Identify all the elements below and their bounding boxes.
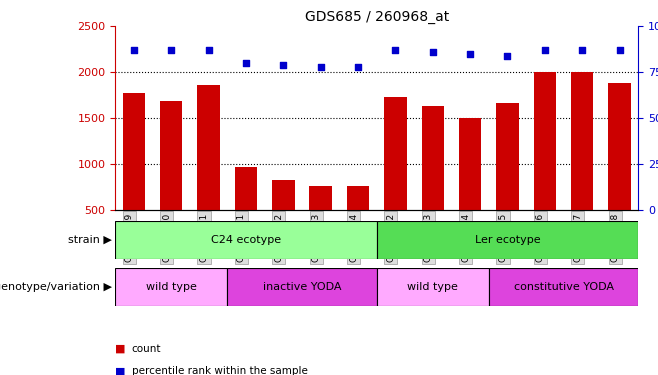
Point: [353, 64, 363, 70]
Bar: [347, 186, 369, 210]
Point: [166, 47, 176, 53]
Bar: [272, 180, 295, 210]
Point: [128, 47, 139, 53]
Bar: [115, 268, 227, 306]
Text: inactive YODA: inactive YODA: [263, 282, 342, 292]
Text: ■: ■: [115, 366, 126, 375]
Point: [540, 47, 550, 53]
Text: wild type: wild type: [146, 282, 197, 292]
Title: GDS685 / 260968_at: GDS685 / 260968_at: [305, 10, 449, 24]
Point: [465, 51, 475, 57]
Point: [241, 60, 251, 66]
Text: strain ▶: strain ▶: [68, 235, 112, 245]
Text: percentile rank within the sample: percentile rank within the sample: [132, 366, 307, 375]
Bar: [534, 72, 556, 210]
Point: [315, 64, 326, 70]
Text: genotype/variation ▶: genotype/variation ▶: [0, 282, 112, 292]
Bar: [376, 221, 638, 259]
Text: count: count: [132, 344, 161, 354]
Point: [502, 53, 513, 58]
Text: C24 ecotype: C24 ecotype: [211, 235, 281, 245]
Bar: [160, 100, 182, 210]
Point: [615, 47, 625, 53]
Point: [577, 47, 588, 53]
Bar: [197, 85, 220, 210]
Bar: [115, 221, 376, 259]
Bar: [122, 93, 145, 210]
Bar: [235, 167, 257, 210]
Point: [428, 49, 438, 55]
Bar: [489, 268, 638, 306]
Point: [278, 62, 289, 68]
Bar: [496, 104, 519, 210]
Text: constitutive YODA: constitutive YODA: [513, 282, 613, 292]
Bar: [376, 268, 489, 306]
Bar: [422, 106, 444, 210]
Bar: [384, 97, 407, 210]
Bar: [459, 118, 481, 210]
Bar: [227, 268, 376, 306]
Bar: [571, 72, 594, 210]
Text: Ler ecotype: Ler ecotype: [474, 235, 540, 245]
Bar: [609, 83, 631, 210]
Point: [203, 47, 214, 53]
Point: [390, 47, 401, 53]
Bar: [309, 186, 332, 210]
Text: wild type: wild type: [407, 282, 458, 292]
Text: ■: ■: [115, 344, 126, 354]
